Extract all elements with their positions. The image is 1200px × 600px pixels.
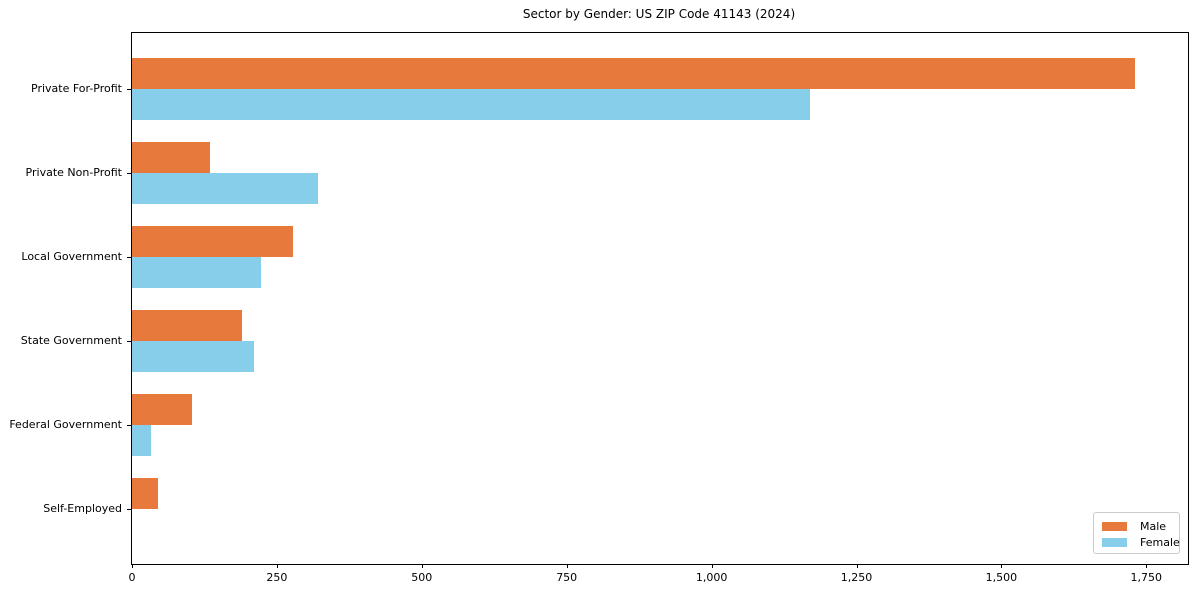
x-tick-label: 250: [266, 571, 288, 584]
x-tick-mark: [421, 564, 423, 568]
x-tick-label: 1,750: [1130, 571, 1163, 584]
y-axis-label: State Government: [20, 334, 122, 347]
legend-swatch-male: [1102, 521, 1127, 531]
y-axis-label: Federal Government: [9, 418, 122, 431]
x-tick-mark: [856, 564, 858, 568]
bar-male: [132, 394, 192, 425]
legend-label: Male: [1140, 519, 1167, 533]
y-tick-mark: [127, 425, 131, 426]
legend-swatch-female: [1102, 537, 1127, 547]
legend: Male Female: [1093, 512, 1180, 554]
x-tick-mark: [276, 564, 278, 568]
bar-male: [132, 310, 243, 341]
x-tick-label: 1,250: [840, 571, 873, 584]
x-tick-label: 0: [128, 571, 136, 584]
y-axis-label: Private For-Profit: [31, 82, 122, 95]
y-tick-mark: [127, 173, 131, 174]
y-tick-mark: [127, 257, 131, 258]
bar-male: [132, 58, 1135, 89]
y-axis-label: Private Non-Profit: [25, 166, 122, 179]
x-tick-label: 1,000: [695, 571, 728, 584]
y-axis-label: Self-Employed: [43, 502, 122, 515]
x-tick-mark: [1001, 564, 1003, 568]
bar-male: [132, 226, 293, 257]
legend-row: Female: [1102, 534, 1180, 550]
x-tick-mark: [566, 564, 568, 568]
bar-female: [132, 425, 152, 456]
bar-female: [132, 257, 262, 288]
x-tick-mark: [711, 564, 713, 568]
x-tick-mark: [1146, 564, 1148, 568]
x-tick-label: 1,500: [985, 571, 1018, 584]
legend-row: Male: [1102, 518, 1171, 534]
bar-female: [132, 89, 811, 120]
x-tick-label: 750: [556, 571, 578, 584]
x-tick-label: 500: [411, 571, 433, 584]
bar-male: [132, 478, 159, 509]
bar-female: [132, 173, 318, 204]
y-tick-mark: [127, 89, 131, 90]
chart-title: Sector by Gender: US ZIP Code 41143 (202…: [522, 7, 796, 21]
y-tick-mark: [127, 509, 131, 510]
y-tick-mark: [127, 341, 131, 342]
y-axis-label: Local Government: [21, 250, 122, 263]
x-tick-mark: [132, 564, 133, 568]
bar-male: [132, 142, 211, 173]
plot-area: Private For-Profit Private Non-Profit Loca…: [9, 32, 1189, 584]
legend-label: Female: [1140, 535, 1180, 549]
bar-female: [132, 341, 254, 372]
